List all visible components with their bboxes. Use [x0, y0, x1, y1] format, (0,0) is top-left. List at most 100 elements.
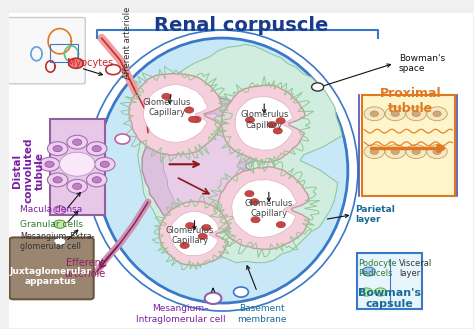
Polygon shape	[222, 85, 305, 162]
Polygon shape	[163, 113, 255, 216]
Circle shape	[246, 117, 255, 123]
Circle shape	[427, 107, 447, 121]
Circle shape	[245, 190, 254, 197]
Polygon shape	[159, 201, 229, 266]
Circle shape	[198, 233, 207, 240]
Circle shape	[39, 157, 60, 171]
Text: Efferent
arteriole: Efferent arteriole	[64, 258, 106, 279]
Circle shape	[115, 134, 130, 144]
Text: Glomerulus
Capillary: Glomerulus Capillary	[142, 98, 191, 117]
Circle shape	[205, 293, 221, 304]
Circle shape	[385, 145, 405, 159]
Circle shape	[189, 116, 198, 122]
Circle shape	[184, 107, 194, 113]
Circle shape	[47, 173, 68, 187]
Polygon shape	[138, 44, 342, 263]
Circle shape	[60, 152, 95, 176]
Text: Mesangium–Extra-
glomerular cell: Mesangium–Extra- glomerular cell	[20, 232, 95, 251]
Text: Juxtaglomerular
apparatus: Juxtaglomerular apparatus	[9, 266, 91, 286]
Circle shape	[67, 179, 87, 193]
Circle shape	[427, 145, 447, 159]
Text: Glomerulus
Capillary: Glomerulus Capillary	[166, 226, 214, 245]
Circle shape	[86, 173, 107, 187]
Circle shape	[54, 206, 66, 214]
Circle shape	[360, 288, 373, 296]
Circle shape	[92, 145, 101, 152]
FancyBboxPatch shape	[9, 238, 94, 299]
Circle shape	[106, 64, 120, 75]
Circle shape	[54, 220, 66, 228]
Text: Parietal
layer: Parietal layer	[355, 205, 395, 224]
Text: Distal
convoluted
tubule: Distal convoluted tubule	[11, 138, 45, 203]
FancyBboxPatch shape	[49, 119, 105, 215]
Circle shape	[73, 139, 82, 145]
Circle shape	[53, 145, 62, 152]
Circle shape	[67, 135, 87, 149]
Text: Macula densa: Macula densa	[20, 206, 82, 215]
Circle shape	[406, 145, 427, 159]
Polygon shape	[170, 212, 219, 256]
Text: Mesangium–
Intraglomerular cell: Mesangium– Intraglomerular cell	[136, 304, 225, 324]
FancyBboxPatch shape	[9, 13, 474, 328]
Circle shape	[45, 161, 54, 167]
Circle shape	[267, 121, 277, 128]
Circle shape	[374, 288, 386, 296]
Circle shape	[370, 111, 379, 116]
Text: Pedicels: Pedicels	[358, 268, 392, 278]
Text: Basement
membrane: Basement membrane	[237, 304, 287, 324]
Circle shape	[180, 242, 189, 249]
Text: Renal corpuscle: Renal corpuscle	[154, 16, 328, 35]
Text: Glomerulus
Capillary: Glomerulus Capillary	[245, 199, 293, 218]
Circle shape	[100, 161, 109, 167]
Circle shape	[69, 58, 83, 68]
Polygon shape	[232, 180, 296, 238]
Circle shape	[364, 107, 384, 121]
Text: Bowman's
capsule: Bowman's capsule	[358, 288, 421, 309]
FancyBboxPatch shape	[362, 95, 455, 196]
Text: Myocytes: Myocytes	[67, 58, 113, 68]
Polygon shape	[218, 167, 310, 249]
Circle shape	[276, 221, 285, 228]
Circle shape	[53, 177, 62, 183]
FancyBboxPatch shape	[6, 17, 85, 84]
Circle shape	[73, 183, 82, 190]
Circle shape	[192, 116, 201, 123]
Circle shape	[391, 111, 400, 116]
Circle shape	[433, 111, 441, 116]
Circle shape	[86, 142, 107, 156]
Circle shape	[250, 199, 259, 205]
Circle shape	[185, 222, 195, 229]
Text: Afferent arteriole: Afferent arteriole	[123, 7, 132, 79]
Circle shape	[311, 83, 324, 91]
Circle shape	[385, 107, 405, 121]
Circle shape	[47, 142, 68, 156]
Circle shape	[234, 287, 248, 297]
Circle shape	[412, 149, 420, 155]
Polygon shape	[129, 74, 222, 155]
Circle shape	[162, 93, 171, 100]
Circle shape	[370, 149, 379, 155]
Circle shape	[95, 157, 115, 171]
Text: Visceral
layer: Visceral layer	[399, 259, 432, 278]
Text: Podocyte: Podocyte	[358, 259, 397, 268]
Circle shape	[362, 267, 375, 276]
Circle shape	[412, 111, 420, 116]
Circle shape	[364, 145, 384, 159]
Circle shape	[273, 128, 283, 134]
Circle shape	[251, 216, 260, 223]
Polygon shape	[142, 96, 271, 231]
Circle shape	[433, 149, 441, 155]
Text: Bowman's
space: Bowman's space	[399, 54, 445, 73]
Polygon shape	[235, 97, 292, 150]
Polygon shape	[144, 85, 207, 142]
Text: Glomerulus
Capillary: Glomerulus Capillary	[240, 111, 288, 130]
Ellipse shape	[97, 38, 348, 303]
FancyBboxPatch shape	[357, 253, 422, 309]
Circle shape	[391, 149, 400, 155]
Text: Granular cells: Granular cells	[20, 220, 83, 229]
Circle shape	[54, 238, 66, 246]
Circle shape	[201, 224, 211, 231]
Circle shape	[276, 118, 285, 124]
Circle shape	[406, 107, 427, 121]
Circle shape	[92, 177, 101, 183]
